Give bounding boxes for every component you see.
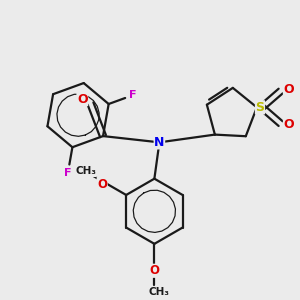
Text: O: O bbox=[97, 178, 107, 190]
Text: O: O bbox=[284, 83, 294, 96]
Text: O: O bbox=[284, 118, 294, 131]
Text: S: S bbox=[256, 101, 265, 114]
Text: CH₃: CH₃ bbox=[149, 287, 170, 297]
Text: O: O bbox=[77, 93, 88, 106]
Text: F: F bbox=[64, 167, 72, 178]
Text: N: N bbox=[154, 136, 165, 149]
Text: O: O bbox=[149, 264, 159, 277]
Text: F: F bbox=[129, 90, 136, 100]
Text: CH₃: CH₃ bbox=[75, 167, 96, 176]
